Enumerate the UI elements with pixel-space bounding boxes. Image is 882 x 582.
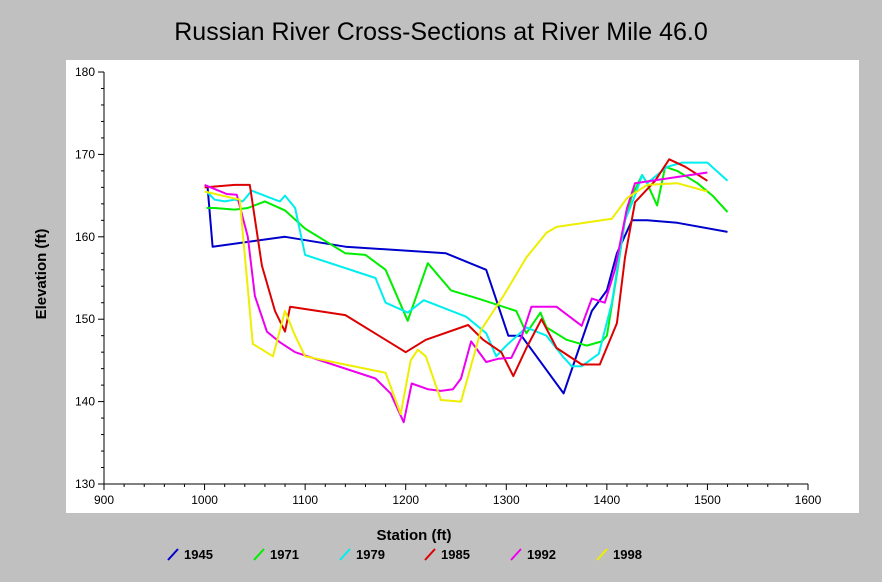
plot-area <box>66 60 859 513</box>
x-tick-label: 900 <box>94 493 114 507</box>
y-tick-label: 150 <box>75 312 95 326</box>
series-line-1971 <box>206 165 729 347</box>
series-line-1992 <box>204 171 708 424</box>
legend-label: 1979 <box>356 547 385 562</box>
legend-swatch <box>339 548 351 561</box>
series-line-1998 <box>204 182 708 415</box>
x-tick-label: 1400 <box>594 493 621 507</box>
legend-label: 1945 <box>184 547 213 562</box>
x-tick-label: 1200 <box>392 493 419 507</box>
legend-label: 1998 <box>613 547 642 562</box>
legend-label: 1971 <box>270 547 299 562</box>
y-tick-label: 160 <box>75 230 95 244</box>
legend-item-1992: 1992 <box>510 547 556 562</box>
legend-label: 1992 <box>527 547 556 562</box>
y-tick-label: 180 <box>75 65 95 79</box>
y-tick-label: 140 <box>75 395 95 409</box>
x-tick-label: 1000 <box>191 493 218 507</box>
series-line-1985 <box>204 158 708 378</box>
legend-swatch <box>424 548 436 561</box>
legend-swatch <box>253 548 265 561</box>
x-tick-label: 1600 <box>795 493 822 507</box>
legend-item-1945: 1945 <box>167 547 213 562</box>
x-tick-label: 1500 <box>694 493 721 507</box>
legend-item-1985: 1985 <box>424 547 470 562</box>
legend-swatch <box>510 548 522 561</box>
legend-item-1979: 1979 <box>339 547 385 562</box>
legend-swatch <box>167 548 179 561</box>
chart-title: Russian River Cross-Sections at River Mi… <box>174 18 708 46</box>
legend-item-1998: 1998 <box>596 547 642 562</box>
x-tick-label: 1300 <box>493 493 520 507</box>
series-line-1945 <box>206 187 728 395</box>
x-tick-label: 1100 <box>292 493 318 507</box>
y-tick-label: 170 <box>75 147 95 161</box>
legend-swatch <box>596 548 608 561</box>
legend-item-1971: 1971 <box>253 547 299 562</box>
legend-label: 1985 <box>441 547 470 562</box>
y-tick-label: 130 <box>75 477 95 491</box>
y-axis-label: Elevation (ft) <box>33 229 50 320</box>
series-line-1979 <box>205 161 729 368</box>
x-axis-label: Station (ft) <box>377 527 452 544</box>
